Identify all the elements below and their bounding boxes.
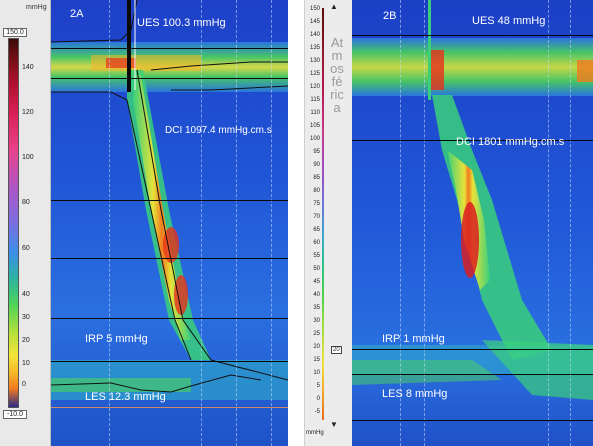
tick-label: 20 <box>22 337 30 344</box>
tick-label: 145 <box>309 19 320 25</box>
ues-pressure-label: UES 48 mmHg <box>472 15 546 27</box>
tick-label: 20 <box>313 344 320 350</box>
les-reference-line <box>51 407 288 408</box>
color-bar-a <box>8 38 19 408</box>
les-pressure-label: LES 12.3 mmHg <box>85 391 166 403</box>
tick-label: 60 <box>22 245 30 252</box>
tick-label: 120 <box>22 109 34 116</box>
dci-label: DCI 1097.4 mmHg.cm.s <box>165 125 272 136</box>
sensor-line <box>352 374 593 375</box>
heatmap-b <box>352 0 593 400</box>
unit-label-a: mmHg <box>26 4 47 11</box>
tick-label: 40 <box>313 292 320 298</box>
scale-min-field-a[interactable]: -10.0 <box>3 410 27 419</box>
reference-marker[interactable]: 20 <box>331 346 342 354</box>
dci-label: DCI 1801 mmHg.cm.s <box>456 136 565 148</box>
tick-label: 150 <box>309 6 320 12</box>
scale-down-arrow-icon[interactable]: ▼ <box>330 420 338 429</box>
color-scale-legend-b <box>304 0 353 446</box>
tick-label: 140 <box>309 32 320 38</box>
sensor-line <box>352 420 593 421</box>
tick-label: 10 <box>313 370 320 376</box>
tick-label: 125 <box>309 71 320 77</box>
tick-label: 85 <box>313 175 320 181</box>
sensor-line <box>352 35 593 36</box>
pressure-topography-a[interactable]: 2A UES 100.3 mmHg DCI 1097.4 mmHg.cm.s I… <box>51 0 288 446</box>
sensor-line <box>51 361 288 362</box>
tick-label: 80 <box>313 188 320 194</box>
tick-label: 135 <box>309 45 320 51</box>
time-gridline <box>570 0 571 446</box>
sensor-line <box>51 258 288 259</box>
tick-label: 10 <box>22 360 30 367</box>
time-gridline <box>236 0 237 446</box>
tick-label: 50 <box>313 266 320 272</box>
sensor-line <box>51 78 288 79</box>
tick-label: 5 <box>316 383 320 389</box>
irp-label: IRP 5 mmHg <box>85 333 148 345</box>
sensor-line <box>352 140 593 141</box>
tick-label: 80 <box>22 199 30 206</box>
tick-label: 75 <box>313 201 320 207</box>
irp-label: IRP 1 mmHg <box>382 333 445 345</box>
tick-label: 15 <box>313 357 320 363</box>
tick-label: 35 <box>313 305 320 311</box>
tick-label: 55 <box>313 253 320 259</box>
sensor-line <box>352 349 593 350</box>
scale-up-arrow-icon[interactable]: ▲ <box>330 2 338 11</box>
time-gridline <box>424 0 425 446</box>
tick-label: 70 <box>313 214 320 220</box>
unit-label-b: mmHg <box>306 430 324 436</box>
ues-pressure-label: UES 100.3 mmHg <box>137 17 226 29</box>
tick-label: 25 <box>313 331 320 337</box>
tick-label: 45 <box>313 279 320 285</box>
sensor-line <box>51 48 288 49</box>
time-gridline <box>271 0 272 446</box>
tick-label: 40 <box>22 291 30 298</box>
time-gridline <box>400 0 401 446</box>
tick-label: 30 <box>313 318 320 324</box>
sensor-line <box>51 200 288 201</box>
tick-label: 0 <box>22 381 26 388</box>
color-bar-b <box>322 8 324 420</box>
tick-label: 0 <box>316 396 320 402</box>
tick-label: -5 <box>314 409 320 415</box>
atmospheric-vertical-label: Atmosférica <box>330 35 344 115</box>
time-gridline <box>548 0 549 446</box>
tick-label: 100 <box>309 136 320 142</box>
tick-label: 140 <box>22 64 34 71</box>
time-gridline <box>109 0 110 446</box>
tick-label: 110 <box>310 110 320 116</box>
tick-label: 100 <box>22 154 34 161</box>
tick-label: 115 <box>310 97 320 103</box>
time-gridline <box>201 0 202 446</box>
tick-label: 30 <box>22 314 30 321</box>
color-scale-legend-a: mmHg 150.0 -10.0 140 120 100 80 60 40 30… <box>0 0 51 446</box>
scale-max-field-a[interactable]: 150.0 <box>3 28 27 37</box>
tick-label: 65 <box>313 227 320 233</box>
tick-label: 60 <box>313 240 320 246</box>
tick-label: 120 <box>309 84 320 90</box>
tick-label: 95 <box>313 149 320 155</box>
les-pressure-label: LES 8 mmHg <box>382 388 448 400</box>
pressure-topography-b[interactable]: 2B UES 48 mmHg DCI 1801 mmHg.cm.s IRP 1 … <box>352 0 593 446</box>
panel-label-a: 2A <box>70 8 84 20</box>
panel-label-b: 2B <box>383 10 397 22</box>
panel-separator <box>288 0 304 446</box>
tick-label: 90 <box>313 162 320 168</box>
tick-label: 105 <box>309 123 320 129</box>
sensor-line <box>51 318 288 319</box>
tick-label: 130 <box>309 58 320 64</box>
heatmap-a <box>51 0 288 400</box>
